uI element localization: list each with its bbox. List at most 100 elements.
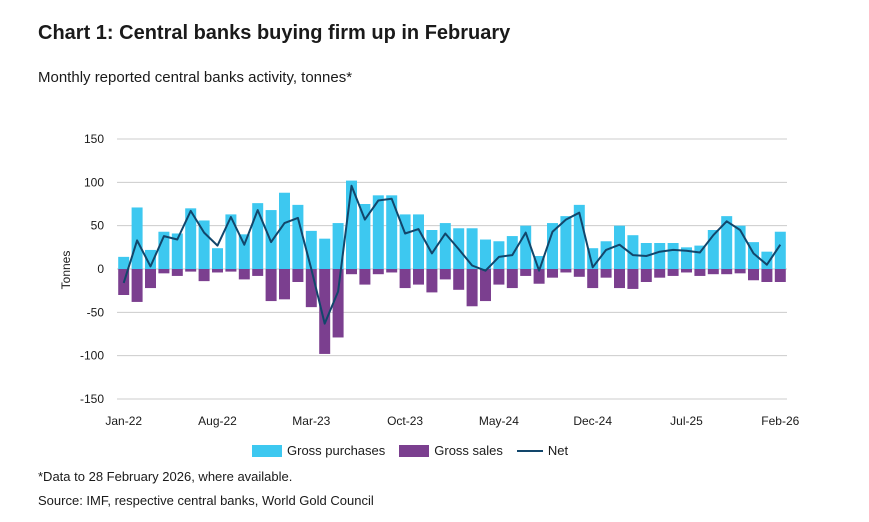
purchase-bar	[493, 241, 505, 269]
purchase-bar	[600, 241, 612, 269]
sale-bar	[774, 269, 786, 282]
purchase-bar	[480, 239, 491, 269]
purchase-bar	[292, 204, 304, 269]
legend-label-gross-purchases: Gross purchases	[287, 443, 386, 458]
sale-bar	[305, 269, 317, 308]
purchase-bar	[748, 242, 759, 269]
purchase-bar	[587, 248, 599, 269]
purchase-bar	[212, 248, 223, 269]
sale-bar	[386, 269, 398, 273]
purchase-bar	[654, 243, 666, 269]
chart-legend: Gross purchases Gross sales Net	[252, 443, 582, 458]
purchase-bar	[667, 243, 679, 269]
sale-bar	[399, 269, 411, 289]
net-line-layer	[122, 184, 782, 325]
x-tick-label: May-24	[479, 414, 519, 428]
purchase-bar	[346, 180, 357, 269]
y-tick-label: 50	[91, 219, 105, 233]
sale-bar	[600, 269, 612, 278]
sale-bar	[547, 269, 558, 278]
y-tick-label: -100	[80, 349, 104, 363]
sale-bar	[265, 269, 277, 302]
sale-bar	[640, 269, 652, 282]
y-axis-ticks: 150 100 50 0 -50 -100 -150	[80, 132, 104, 406]
purchase-bar	[560, 216, 572, 269]
purchase-bar	[547, 223, 558, 269]
purchase-bar	[225, 214, 237, 269]
sale-bar	[506, 269, 518, 289]
sale-bar	[131, 269, 143, 302]
sale-bar	[332, 269, 344, 338]
purchase-bar	[413, 214, 424, 269]
sale-bar	[359, 269, 371, 285]
purchase-bar	[466, 228, 478, 269]
sale-bar	[198, 269, 210, 282]
chart-subtitle: Monthly reported central banks activity,…	[38, 69, 353, 86]
chart-title: Chart 1: Central banks buying firm up in…	[38, 22, 511, 44]
gold-activity-chart: 150 100 50 0 -50 -100 -150 Jan-22 Aug-22 Mar-23 O…	[59, 132, 800, 428]
purchase-bar	[707, 230, 719, 269]
sale-bar	[707, 269, 719, 275]
sale-bar	[225, 269, 237, 272]
purchase-bar	[506, 236, 518, 269]
purchase-bar	[131, 207, 143, 269]
legend-item-net: Net	[516, 443, 569, 458]
sale-bar	[252, 269, 264, 276]
sale-bar	[493, 269, 505, 285]
legend-label-gross-sales: Gross sales	[434, 443, 503, 458]
purchase-bar	[252, 203, 264, 269]
purchase-bar	[399, 214, 411, 269]
x-tick-label: Jan-22	[105, 414, 142, 428]
sale-bar	[681, 269, 692, 273]
sale-bar	[694, 269, 706, 276]
sale-bar	[372, 269, 384, 275]
purchase-bar	[145, 249, 156, 269]
purchase-bar	[681, 247, 692, 269]
x-tick-label: Oct-23	[387, 414, 423, 428]
sale-bar	[171, 269, 183, 276]
sale-bar	[761, 269, 773, 282]
sale-bar	[721, 269, 733, 275]
sale-bar	[520, 269, 532, 276]
legend-label-net: Net	[547, 443, 569, 458]
sale-bar	[439, 269, 451, 280]
purchase-bar	[185, 208, 197, 269]
purchase-bar	[533, 256, 545, 269]
purchase-bar	[721, 216, 733, 269]
sale-bar	[426, 269, 438, 293]
sale-bar	[734, 269, 746, 274]
legend-item-gross-purchases: Gross purchases	[252, 443, 385, 458]
x-axis-ticks: Jan-22 Aug-22 Mar-23 Oct-23 May-24 Dec-24 Jul-…	[105, 414, 799, 428]
purchase-bar	[694, 245, 706, 269]
y-tick-label: 150	[84, 132, 104, 146]
sale-bar	[158, 269, 170, 274]
legend-item-gross-sales: Gross sales	[399, 443, 503, 458]
sale-bar	[560, 269, 572, 273]
net-line	[122, 184, 782, 325]
purchase-bar	[439, 223, 451, 269]
purchase-bar	[198, 220, 210, 269]
sale-bar	[654, 269, 666, 278]
sale-bar	[292, 269, 304, 282]
sale-bar	[145, 269, 156, 289]
y-tick-label: 0	[97, 262, 104, 276]
y-axis-label: Tonnes	[59, 251, 73, 290]
gross-sales-swatch	[399, 444, 430, 457]
purchase-bar	[332, 223, 344, 269]
sale-bar	[453, 269, 465, 290]
purchase-bar	[158, 231, 170, 269]
purchase-bar	[761, 251, 773, 269]
sale-bar	[627, 269, 639, 289]
sale-bar	[573, 269, 585, 277]
purchase-bar	[319, 238, 331, 269]
sale-bar	[185, 269, 197, 272]
sale-bar	[533, 269, 545, 284]
bars	[118, 180, 786, 354]
sale-bar	[413, 269, 424, 285]
sale-bar	[587, 269, 599, 289]
purchase-bar	[359, 204, 371, 269]
purchase-bar	[305, 230, 317, 269]
purchase-bar	[774, 231, 786, 269]
x-tick-label: Jul-25	[670, 414, 703, 428]
purchase-bar	[171, 233, 183, 269]
